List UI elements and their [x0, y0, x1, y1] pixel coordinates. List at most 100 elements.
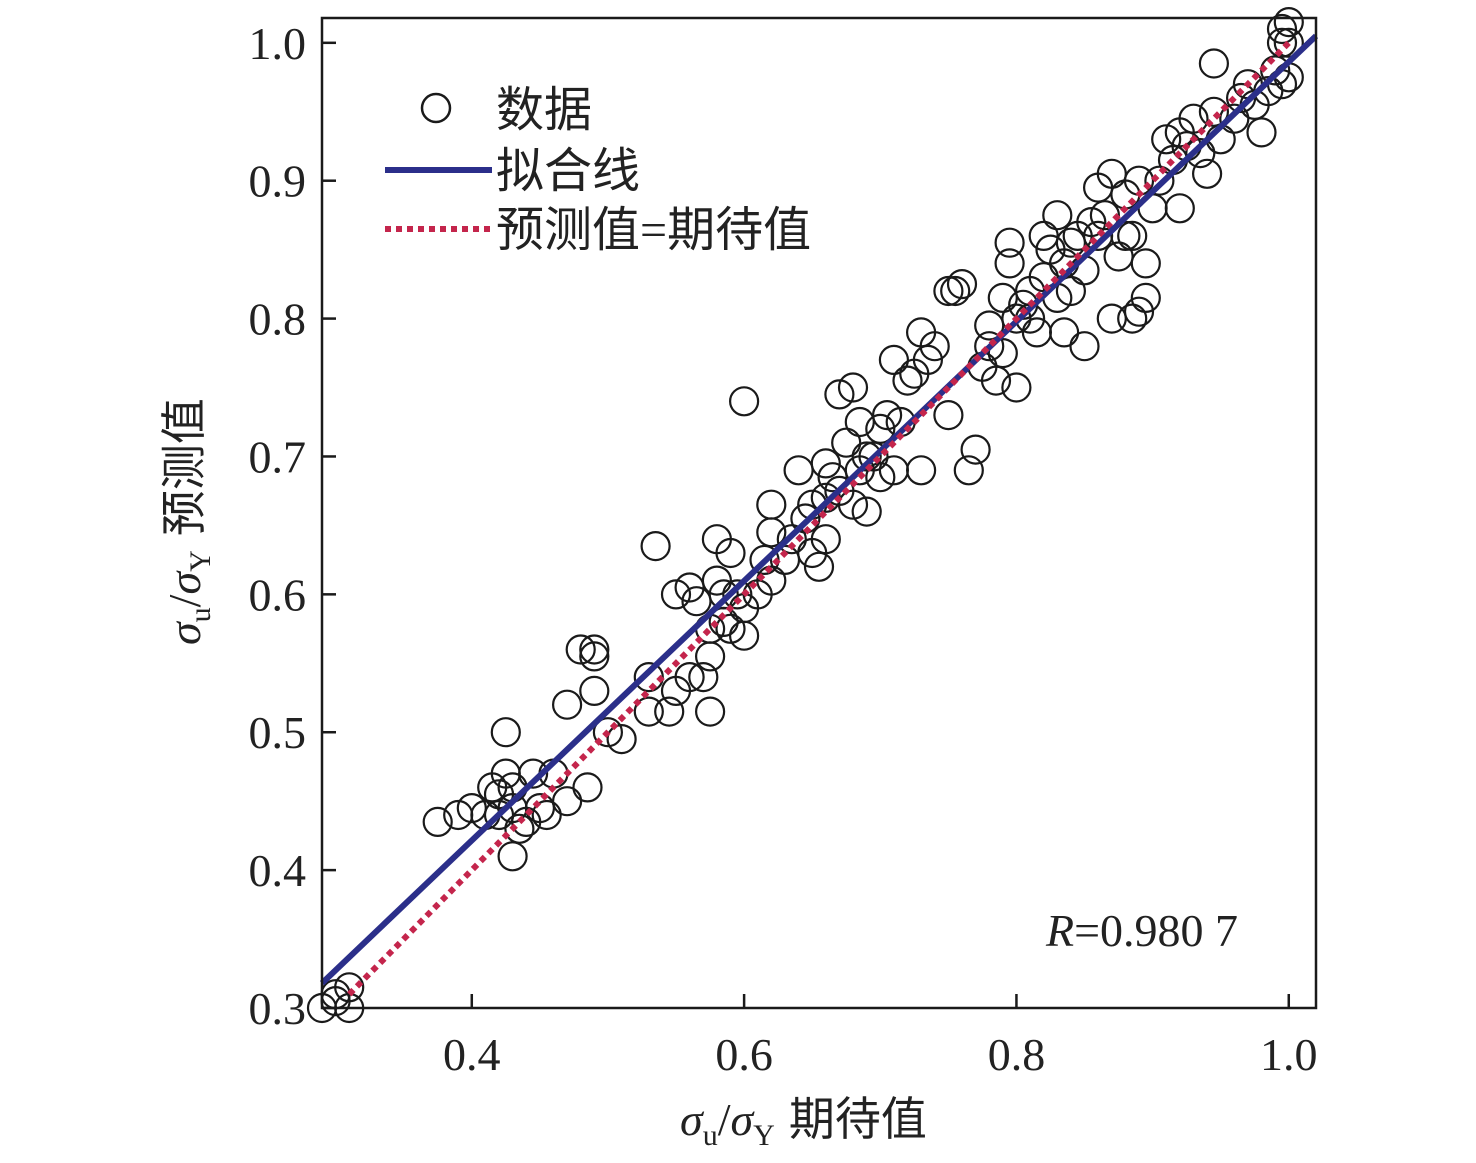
y-tick-label: 0.9 [249, 156, 307, 207]
legend-label-fit: 拟合线 [496, 145, 640, 198]
y-axis-title: σu/σY预测值 [159, 398, 217, 645]
data-point [722, 579, 753, 610]
data-point [1191, 158, 1223, 189]
data-point [865, 462, 896, 493]
x-title-slash: / [718, 1094, 731, 1145]
data-point [810, 524, 841, 555]
r-annotation-value: =0.980 7 [1074, 905, 1238, 956]
x-axis: 0.4 0.6 0.8 1.0 [443, 994, 1318, 1080]
data-point [1130, 248, 1161, 279]
y-tick-label: 0.6 [249, 569, 307, 620]
data-point [756, 565, 787, 596]
data-point [824, 379, 855, 410]
data-point [831, 427, 862, 458]
data-point [810, 448, 841, 479]
x-title-text: 期待值 [789, 1094, 927, 1145]
data-point [1110, 220, 1141, 251]
data-point [715, 537, 746, 569]
data-point [783, 455, 814, 486]
data-point [1273, 7, 1304, 38]
data-point [1028, 262, 1059, 293]
series-layer [306, 7, 1304, 1024]
data-point [1042, 200, 1073, 231]
x-title-sub2: Y [753, 1119, 775, 1152]
data-point [504, 813, 535, 844]
data-point [497, 841, 528, 872]
data-point [606, 723, 637, 755]
data-point [844, 406, 875, 438]
plot-frame [320, 16, 1318, 1010]
data-point [905, 455, 937, 486]
data-point [422, 806, 453, 838]
data-point [946, 269, 978, 300]
x-title-sym1: σ [680, 1094, 705, 1145]
data-point [1103, 241, 1134, 272]
y-tick-label: 0.7 [249, 431, 307, 482]
data-point [756, 489, 787, 520]
data-point [1266, 13, 1298, 45]
r-annotation: R=0.980 7 [1045, 905, 1238, 956]
data-point [1219, 103, 1250, 134]
data-point [933, 400, 964, 431]
x-title-sub1: u [703, 1119, 718, 1152]
data-point [837, 489, 869, 520]
r-annotation-var: R [1045, 905, 1074, 956]
y-title-sub2: Y [184, 550, 217, 572]
y-tick-label: 0.4 [249, 845, 307, 896]
data-point [674, 661, 705, 693]
data-point [640, 530, 671, 562]
data-point [1076, 207, 1107, 238]
data-point [1055, 227, 1087, 258]
data-point [1164, 193, 1195, 224]
legend-label-identity: 预测值=期待值 [496, 204, 811, 257]
data-point [974, 331, 1005, 362]
fit-line [319, 33, 1319, 986]
data-point [551, 786, 583, 817]
y-axis: 0.3 0.4 0.5 0.6 0.7 0.8 0.9 1.0 [249, 18, 336, 1034]
y-title-text: 预测值 [159, 398, 210, 536]
data-point [633, 696, 664, 727]
y-title-sym1: σ [159, 620, 210, 645]
data-point [994, 248, 1025, 279]
y-tick-label: 0.8 [249, 294, 307, 345]
data-point [878, 344, 910, 375]
data-point [1144, 165, 1175, 196]
data-point [579, 641, 610, 672]
data-point [987, 282, 1018, 313]
data-point [1055, 275, 1087, 307]
data-point [579, 634, 610, 665]
x-tick-label: 0.4 [443, 1029, 501, 1080]
data-point [660, 579, 692, 610]
data-point [776, 524, 807, 555]
data-point [858, 441, 889, 472]
data-point [1185, 138, 1216, 169]
legend-label-data: 数据 [496, 84, 592, 137]
data-point [851, 441, 882, 472]
data-point [1069, 331, 1100, 362]
data-point [490, 717, 521, 748]
x-tick-label: 1.0 [1260, 1029, 1318, 1080]
x-axis-title: σu/σY 期待值 [680, 1094, 927, 1152]
data-point [1089, 200, 1121, 231]
data-point [803, 551, 835, 582]
identity-line [347, 40, 1291, 997]
y-tick-label: 0.3 [249, 983, 307, 1034]
data-point [892, 365, 923, 396]
data-point [579, 675, 610, 707]
y-tick-label: 0.5 [249, 707, 307, 758]
x-tick-label: 0.8 [988, 1029, 1046, 1080]
data-point [1117, 220, 1148, 251]
data-point [708, 579, 739, 610]
data-point [1273, 27, 1304, 58]
data-point [728, 386, 760, 417]
data-point [1198, 96, 1230, 127]
data-point [980, 365, 1012, 396]
y-title-slash: / [159, 594, 210, 607]
data-point [565, 634, 596, 665]
data-point [701, 565, 733, 596]
data-point [592, 717, 624, 748]
x-title-sym2: σ [730, 1094, 755, 1145]
data-point [994, 227, 1025, 258]
data-point [940, 275, 971, 307]
